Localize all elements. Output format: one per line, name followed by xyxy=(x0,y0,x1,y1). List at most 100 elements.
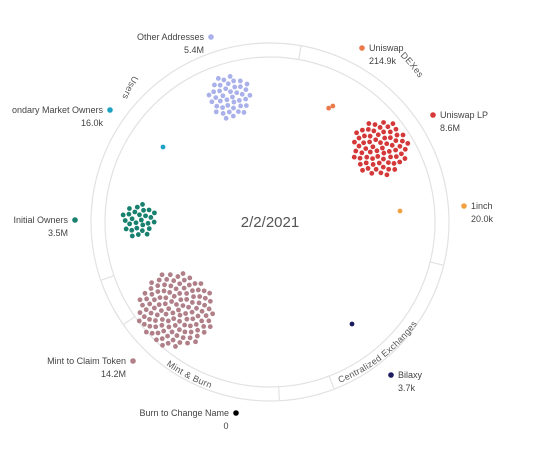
cluster-dot xyxy=(369,170,375,176)
section-label-text: Users xyxy=(120,74,140,101)
section-label-text: DEXes xyxy=(399,50,426,80)
cluster-dot xyxy=(177,318,182,324)
cluster-dot xyxy=(212,82,217,88)
cluster-dot xyxy=(165,333,170,339)
cluster-dot xyxy=(380,164,386,170)
cluster-dot xyxy=(234,90,240,96)
cluster-dot xyxy=(149,280,155,286)
cluster-dot xyxy=(141,314,147,320)
cluster-dot xyxy=(373,166,379,172)
cluster-dot xyxy=(223,86,229,92)
cluster-dot xyxy=(203,313,209,319)
cluster-dot xyxy=(184,316,190,322)
cluster-dot xyxy=(215,76,221,81)
cluster-dot xyxy=(170,310,176,316)
cluster-dot xyxy=(185,340,190,346)
cluster-dot xyxy=(176,327,182,333)
cluster-dot xyxy=(143,307,149,313)
cluster-dot xyxy=(163,295,169,301)
cluster-dot xyxy=(365,166,371,171)
cluster-dot xyxy=(137,297,143,303)
cluster-dot xyxy=(199,318,205,324)
cluster-dot xyxy=(143,329,149,335)
cluster-dot xyxy=(221,77,227,83)
cluster-dot xyxy=(237,84,243,90)
cluster-dot xyxy=(172,323,178,328)
cluster-dot xyxy=(330,103,336,109)
cluster-dot xyxy=(217,88,222,94)
node-value: 3.5M xyxy=(48,228,68,238)
cluster-dot xyxy=(217,98,223,104)
cluster-dot xyxy=(180,335,186,341)
node-value: 5.4M xyxy=(184,45,204,55)
cluster-dot xyxy=(154,312,160,318)
cluster-dot xyxy=(385,160,391,166)
cluster-dot xyxy=(148,214,154,220)
cluster-dot xyxy=(231,78,237,84)
ring-dividers xyxy=(100,45,444,401)
cluster-dot xyxy=(158,308,164,314)
cluster-dot xyxy=(366,121,372,126)
cluster-dot xyxy=(159,317,165,322)
ring-divider xyxy=(278,386,280,401)
cluster-dot xyxy=(363,146,369,151)
cluster-dot xyxy=(206,92,212,98)
cluster-dot xyxy=(384,172,390,178)
cluster-dot xyxy=(177,312,183,318)
cluster-dot xyxy=(235,109,241,115)
ring-divider xyxy=(100,275,115,281)
cluster-dot xyxy=(381,120,386,125)
node-label: Uniswap LP xyxy=(440,110,488,120)
cluster-dot xyxy=(167,290,173,295)
cluster-dot xyxy=(207,298,213,304)
cluster-dot xyxy=(129,233,135,239)
cluster-dot xyxy=(225,81,231,87)
cluster-dot xyxy=(162,301,168,307)
cluster-dot xyxy=(170,337,176,343)
cluster-dot xyxy=(349,321,355,327)
dot-cluster xyxy=(206,74,253,121)
node-value: 14.2M xyxy=(101,369,126,379)
cluster-dot xyxy=(397,143,403,149)
cluster-dot xyxy=(201,329,207,335)
cluster-dot xyxy=(393,138,399,144)
cluster-dot xyxy=(151,219,157,225)
cluster-dot xyxy=(188,329,194,335)
cluster-dot xyxy=(223,115,229,121)
cluster-dot xyxy=(165,340,171,346)
cluster-dot xyxy=(193,339,198,345)
cluster-dot xyxy=(132,209,138,215)
cluster-dot xyxy=(134,204,140,210)
cluster-dot xyxy=(362,133,367,139)
cluster-dot xyxy=(182,322,188,328)
cluster-dot xyxy=(164,276,170,282)
cluster-dot xyxy=(377,125,383,130)
section-label: DEXes xyxy=(399,50,426,80)
node-label: Burn to Change Name xyxy=(139,408,229,418)
legend-dot xyxy=(388,372,394,378)
cluster-dot xyxy=(171,316,177,322)
cluster-dot xyxy=(153,324,159,330)
cluster-dot xyxy=(144,296,150,302)
cluster-dot xyxy=(207,290,213,296)
cluster-dot xyxy=(386,149,392,154)
cluster-dot xyxy=(187,275,193,281)
cluster-dot xyxy=(171,293,177,299)
legend-dot xyxy=(359,45,365,51)
cluster-dot xyxy=(120,212,126,218)
cluster-dot xyxy=(137,310,143,316)
legend-dot xyxy=(107,107,113,113)
dot-cluster xyxy=(397,208,403,214)
node-value: 0 xyxy=(223,421,228,431)
cluster-dot xyxy=(385,124,391,130)
cluster-dot xyxy=(148,286,154,291)
dot-cluster xyxy=(349,321,355,327)
cluster-dot xyxy=(238,103,243,109)
cluster-dot xyxy=(159,272,165,278)
cluster-dot xyxy=(161,328,167,334)
cluster-dot xyxy=(397,208,403,214)
cluster-dot xyxy=(231,105,236,111)
node-label: Mint to Claim Token xyxy=(47,356,126,366)
cluster-dot xyxy=(214,103,220,109)
cluster-dot xyxy=(380,145,385,151)
